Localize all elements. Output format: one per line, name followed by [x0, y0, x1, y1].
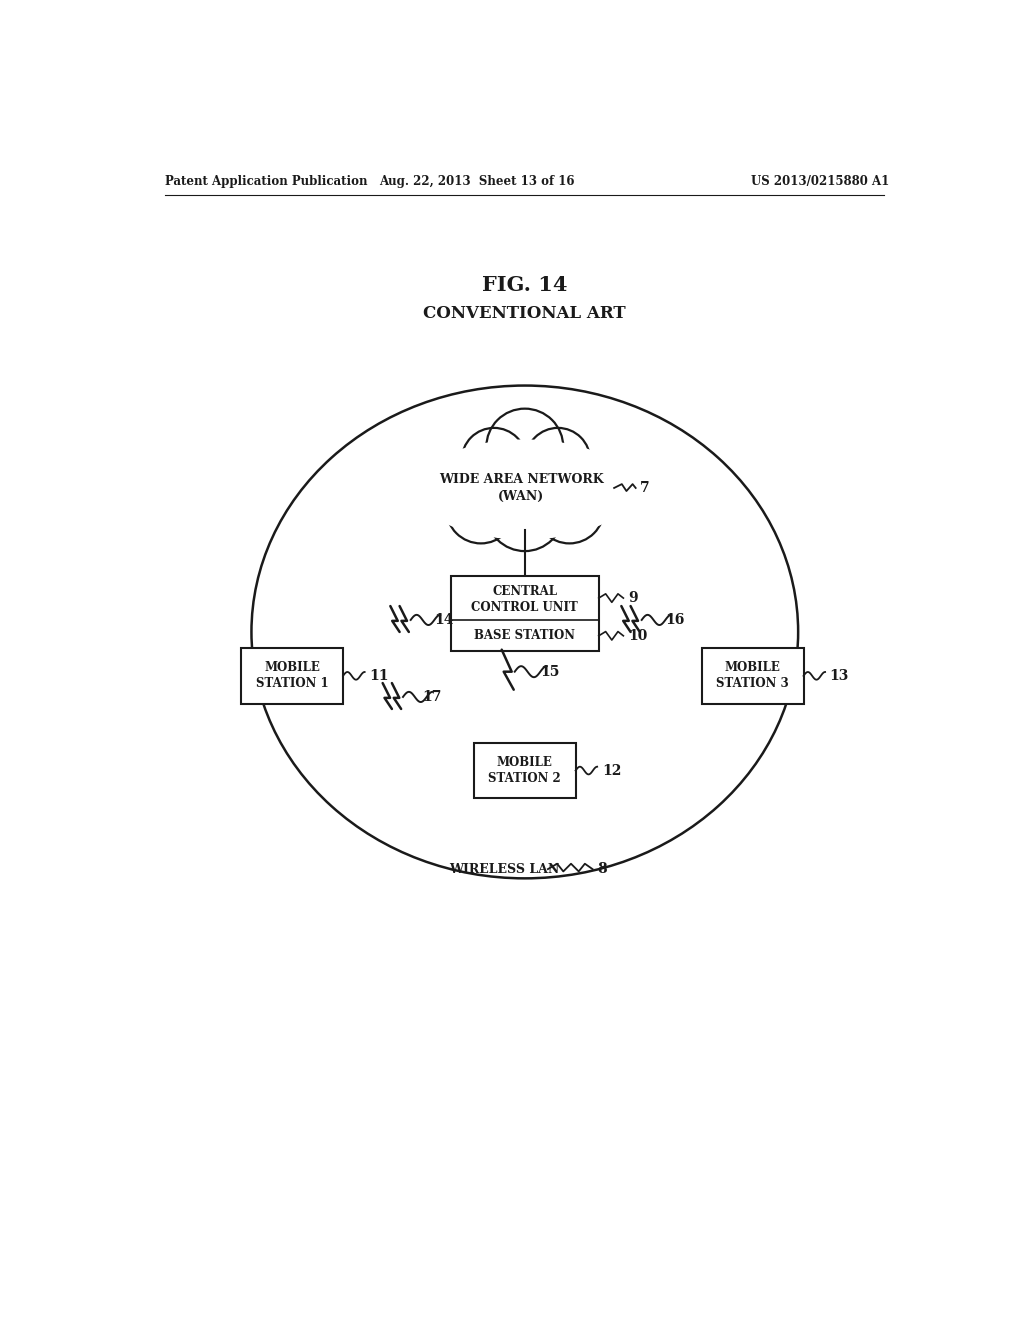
Text: 7: 7	[640, 480, 650, 495]
Text: CENTRAL
CONTROL UNIT: CENTRAL CONTROL UNIT	[471, 585, 579, 614]
Text: 12: 12	[602, 763, 622, 777]
Text: 14: 14	[434, 612, 454, 627]
Ellipse shape	[252, 385, 798, 878]
Text: Patent Application Publication: Patent Application Publication	[165, 176, 368, 187]
Circle shape	[525, 428, 590, 492]
Text: 11: 11	[370, 669, 389, 682]
Text: 13: 13	[829, 669, 849, 682]
Text: Aug. 22, 2013  Sheet 13 of 16: Aug. 22, 2013 Sheet 13 of 16	[379, 176, 574, 187]
Text: CONVENTIONAL ART: CONVENTIONAL ART	[424, 305, 626, 322]
Circle shape	[436, 459, 495, 517]
Circle shape	[446, 474, 515, 544]
Circle shape	[462, 428, 526, 492]
Text: 9: 9	[628, 591, 638, 605]
Circle shape	[486, 409, 563, 486]
Text: MOBILE
STATION 2: MOBILE STATION 2	[488, 756, 561, 785]
Circle shape	[556, 459, 614, 517]
Text: BASE STATION: BASE STATION	[474, 630, 575, 643]
Text: MOBILE
STATION 1: MOBILE STATION 1	[256, 661, 329, 690]
Text: 16: 16	[666, 612, 685, 627]
Circle shape	[535, 474, 604, 544]
Text: 10: 10	[628, 628, 647, 643]
Text: FIG. 14: FIG. 14	[482, 276, 567, 296]
Text: 8: 8	[597, 862, 607, 876]
Bar	[701, 648, 804, 704]
Text: 17: 17	[423, 690, 442, 704]
Text: 15: 15	[540, 665, 559, 678]
Bar	[474, 743, 575, 799]
Text: WIDE AREA NETWORK
(WAN): WIDE AREA NETWORK (WAN)	[438, 473, 603, 503]
Text: WIRELESS LAN: WIRELESS LAN	[449, 862, 559, 875]
Text: MOBILE
STATION 3: MOBILE STATION 3	[717, 661, 790, 690]
Bar	[242, 648, 343, 704]
Circle shape	[486, 474, 563, 552]
Ellipse shape	[417, 440, 633, 540]
Text: US 2013/0215880 A1: US 2013/0215880 A1	[751, 176, 889, 187]
Bar	[451, 576, 599, 651]
